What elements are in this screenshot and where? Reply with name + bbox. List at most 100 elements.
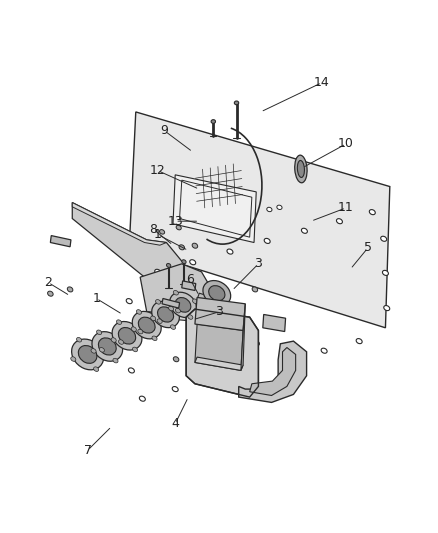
Text: 2: 2 bbox=[44, 276, 52, 289]
Text: 1: 1 bbox=[154, 228, 162, 241]
Ellipse shape bbox=[301, 228, 307, 233]
Polygon shape bbox=[250, 348, 296, 395]
Text: 5: 5 bbox=[364, 241, 372, 254]
Ellipse shape bbox=[131, 327, 136, 332]
Ellipse shape bbox=[188, 314, 193, 319]
Polygon shape bbox=[195, 297, 245, 330]
Polygon shape bbox=[182, 281, 196, 290]
Polygon shape bbox=[263, 314, 286, 332]
Ellipse shape bbox=[99, 338, 116, 355]
Ellipse shape bbox=[132, 347, 138, 352]
Ellipse shape bbox=[179, 245, 184, 250]
Ellipse shape bbox=[175, 297, 191, 312]
Ellipse shape bbox=[356, 338, 362, 344]
Ellipse shape bbox=[91, 349, 96, 353]
Ellipse shape bbox=[264, 238, 270, 244]
Ellipse shape bbox=[172, 305, 177, 311]
Ellipse shape bbox=[139, 396, 145, 401]
Ellipse shape bbox=[71, 357, 76, 361]
Ellipse shape bbox=[77, 337, 81, 342]
Ellipse shape bbox=[176, 225, 181, 230]
Ellipse shape bbox=[297, 160, 304, 177]
Ellipse shape bbox=[112, 321, 142, 350]
Ellipse shape bbox=[169, 306, 174, 311]
Ellipse shape bbox=[170, 325, 176, 329]
Polygon shape bbox=[72, 203, 184, 277]
Ellipse shape bbox=[381, 236, 387, 241]
Text: 14: 14 bbox=[314, 76, 330, 89]
Ellipse shape bbox=[211, 120, 215, 124]
Ellipse shape bbox=[321, 348, 327, 353]
Polygon shape bbox=[186, 309, 258, 397]
Ellipse shape bbox=[182, 260, 186, 264]
Ellipse shape bbox=[157, 319, 162, 324]
Ellipse shape bbox=[203, 280, 231, 306]
Ellipse shape bbox=[170, 292, 197, 318]
Ellipse shape bbox=[208, 286, 225, 301]
Ellipse shape bbox=[284, 357, 290, 362]
Ellipse shape bbox=[152, 336, 157, 341]
Polygon shape bbox=[129, 112, 390, 328]
Ellipse shape bbox=[118, 327, 136, 344]
Ellipse shape bbox=[99, 348, 104, 352]
Ellipse shape bbox=[277, 205, 282, 209]
Ellipse shape bbox=[92, 332, 123, 361]
Text: 8: 8 bbox=[149, 223, 157, 236]
Ellipse shape bbox=[132, 311, 161, 339]
Ellipse shape bbox=[48, 291, 53, 296]
Polygon shape bbox=[239, 341, 307, 402]
Ellipse shape bbox=[384, 305, 390, 311]
Ellipse shape bbox=[128, 368, 134, 373]
Ellipse shape bbox=[295, 155, 307, 183]
Polygon shape bbox=[50, 236, 71, 247]
Polygon shape bbox=[193, 293, 232, 322]
Polygon shape bbox=[241, 304, 245, 370]
Ellipse shape bbox=[252, 287, 258, 292]
Ellipse shape bbox=[227, 249, 233, 254]
Ellipse shape bbox=[247, 367, 253, 373]
Ellipse shape bbox=[138, 317, 155, 333]
Ellipse shape bbox=[192, 243, 198, 248]
Ellipse shape bbox=[136, 310, 141, 314]
Ellipse shape bbox=[126, 298, 132, 304]
Ellipse shape bbox=[78, 345, 97, 364]
Text: 4: 4 bbox=[171, 417, 179, 430]
Ellipse shape bbox=[173, 290, 178, 295]
Ellipse shape bbox=[94, 367, 99, 372]
Polygon shape bbox=[162, 298, 180, 308]
Ellipse shape bbox=[192, 299, 198, 303]
Ellipse shape bbox=[175, 308, 180, 313]
Text: 3: 3 bbox=[254, 257, 262, 270]
Ellipse shape bbox=[267, 207, 272, 212]
Ellipse shape bbox=[111, 338, 116, 342]
Ellipse shape bbox=[336, 219, 343, 224]
Polygon shape bbox=[72, 203, 166, 245]
Polygon shape bbox=[147, 312, 208, 322]
Ellipse shape bbox=[254, 341, 259, 346]
Ellipse shape bbox=[173, 357, 179, 362]
Polygon shape bbox=[195, 324, 243, 370]
Text: 12: 12 bbox=[150, 164, 166, 177]
Text: 10: 10 bbox=[338, 138, 354, 150]
Ellipse shape bbox=[152, 301, 180, 328]
Ellipse shape bbox=[151, 316, 156, 321]
Text: 3: 3 bbox=[215, 305, 223, 318]
Polygon shape bbox=[195, 357, 243, 370]
Text: 7: 7 bbox=[84, 444, 92, 457]
Ellipse shape bbox=[155, 269, 161, 274]
Ellipse shape bbox=[209, 377, 215, 382]
Text: 11: 11 bbox=[338, 201, 354, 214]
Ellipse shape bbox=[172, 386, 178, 392]
Ellipse shape bbox=[113, 358, 118, 363]
Polygon shape bbox=[140, 264, 212, 317]
Ellipse shape bbox=[382, 270, 389, 276]
Polygon shape bbox=[173, 175, 256, 243]
Text: 13: 13 bbox=[167, 215, 183, 228]
Ellipse shape bbox=[67, 287, 73, 292]
Text: 9: 9 bbox=[160, 124, 168, 137]
Text: 1: 1 bbox=[92, 292, 100, 305]
Ellipse shape bbox=[158, 307, 173, 322]
Ellipse shape bbox=[97, 330, 102, 335]
Ellipse shape bbox=[72, 339, 103, 370]
Ellipse shape bbox=[369, 209, 375, 215]
